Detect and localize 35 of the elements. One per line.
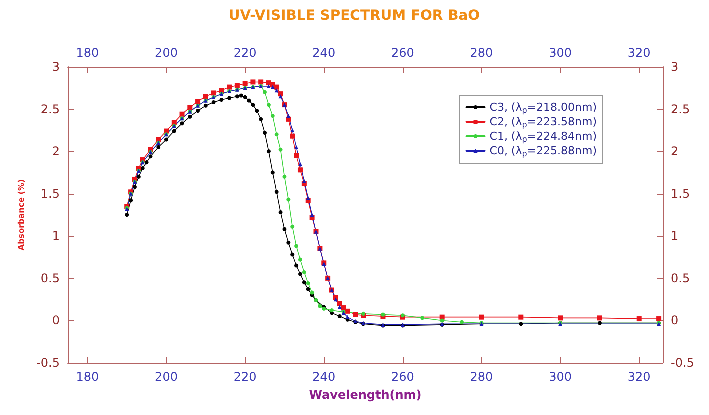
y2-tick-label: 0 — [671, 314, 679, 328]
x2-tick-label: 320 — [628, 46, 651, 60]
y-tick-label: 1 — [52, 229, 60, 244]
chart-title: UV-VISIBLE SPECTRUM FOR BaO — [228, 8, 480, 24]
y2-tick-label: 3 — [671, 60, 679, 74]
x-tick-label: 300 — [549, 370, 572, 384]
x2-tick-label: 200 — [155, 46, 178, 60]
x2-tick-label: 220 — [234, 46, 257, 60]
y-tick-label: 2.5 — [40, 102, 60, 116]
x-tick-label: 260 — [391, 370, 414, 384]
x2-tick-label: 180 — [76, 46, 100, 60]
y-tick-label: -0.5 — [36, 356, 60, 370]
y2-tick-label: 2.5 — [671, 102, 690, 116]
x-axis-title: Wavelength(nm) — [309, 388, 422, 402]
y-tick-label: 0 — [52, 314, 60, 328]
x-tick-label: 180 — [76, 370, 100, 384]
y-axis-title: Absorbance (%) — [17, 179, 26, 251]
x2-tick-label: 300 — [549, 46, 572, 60]
y-tick-label: 1.5 — [40, 186, 60, 201]
x-tick-label: 220 — [234, 370, 257, 384]
x2-tick-label: 240 — [312, 46, 336, 60]
y-tick-label: 3 — [52, 60, 60, 74]
y2-tick-label: -0.5 — [671, 356, 694, 370]
y2-tick-label: 0.5 — [671, 271, 690, 286]
x-tick-label: 280 — [470, 370, 494, 384]
y-tick-label: 2 — [52, 144, 60, 159]
y2-tick-label: 1 — [671, 229, 679, 244]
y2-tick-label: 2 — [671, 144, 679, 159]
x-tick-label: 240 — [312, 370, 336, 384]
x2-tick-label: 260 — [391, 46, 414, 60]
y-tick-label: 0.5 — [40, 271, 60, 286]
x-tick-label: 200 — [155, 370, 178, 384]
x2-tick-label: 280 — [470, 46, 494, 60]
x-tick-label: 320 — [628, 370, 651, 384]
y2-tick-label: 1.5 — [671, 186, 690, 201]
